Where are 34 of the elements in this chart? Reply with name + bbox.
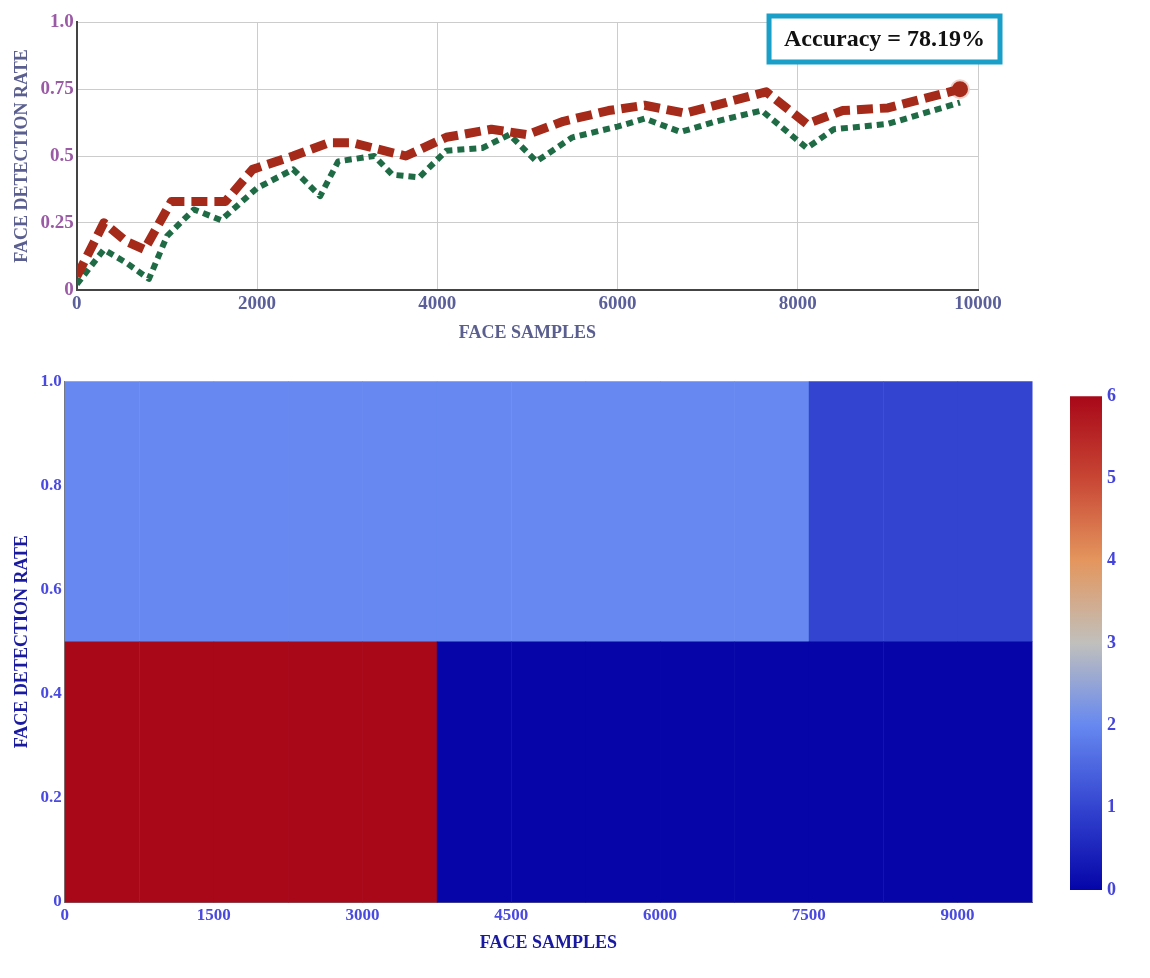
x-tick-label: 6000 <box>598 291 637 313</box>
color-bar-label: 2 <box>1107 714 1116 735</box>
color-bar-label: 0 <box>1107 878 1116 899</box>
color-bar-label: 4 <box>1107 549 1116 570</box>
x-tick-label: 4500 <box>494 904 529 924</box>
x-tick-label: 10000 <box>954 291 1002 313</box>
x-tick-label: 2000 <box>238 291 277 313</box>
y-tick-label: 1.0 <box>40 370 62 390</box>
y-tick-label: 0.2 <box>40 787 62 807</box>
y-tick-label: 1.0 <box>50 10 74 32</box>
y-axis-title: FACE DETECTION RATE <box>11 534 32 749</box>
y-axis-title: FACE DETECTION RATE <box>11 49 32 263</box>
y-tick-label: 0 <box>64 277 74 299</box>
y-tick-label: 0.4 <box>40 683 63 703</box>
y-tick-label: 0.5 <box>50 143 74 165</box>
x-tick-label: 7500 <box>791 904 826 924</box>
color-bar-label: 3 <box>1107 631 1116 652</box>
color-bar-label: 5 <box>1107 467 1116 488</box>
y-tick-label: 0.25 <box>40 210 74 232</box>
y-tick-label: 0 <box>53 891 62 911</box>
x-tick-label: 9000 <box>940 904 975 924</box>
x-axis-title: FACE SAMPLES <box>479 931 618 952</box>
x-axis-title: FACE SAMPLES <box>458 321 597 342</box>
x-tick-label: 8000 <box>778 291 817 313</box>
y-tick-label: 0.75 <box>40 77 74 99</box>
x-tick-label: 1500 <box>196 904 231 924</box>
x-tick-label: 4000 <box>418 291 457 313</box>
y-tick-label: 0.6 <box>40 578 62 598</box>
x-tick-label: 6000 <box>643 904 678 924</box>
color-bar-label: 6 <box>1107 384 1116 405</box>
color-bar-label: 1 <box>1107 796 1116 817</box>
y-tick-label: 0.8 <box>40 474 62 494</box>
x-tick-label: 3000 <box>345 904 380 924</box>
annotation: Accuracy = 78.19% <box>784 25 985 52</box>
